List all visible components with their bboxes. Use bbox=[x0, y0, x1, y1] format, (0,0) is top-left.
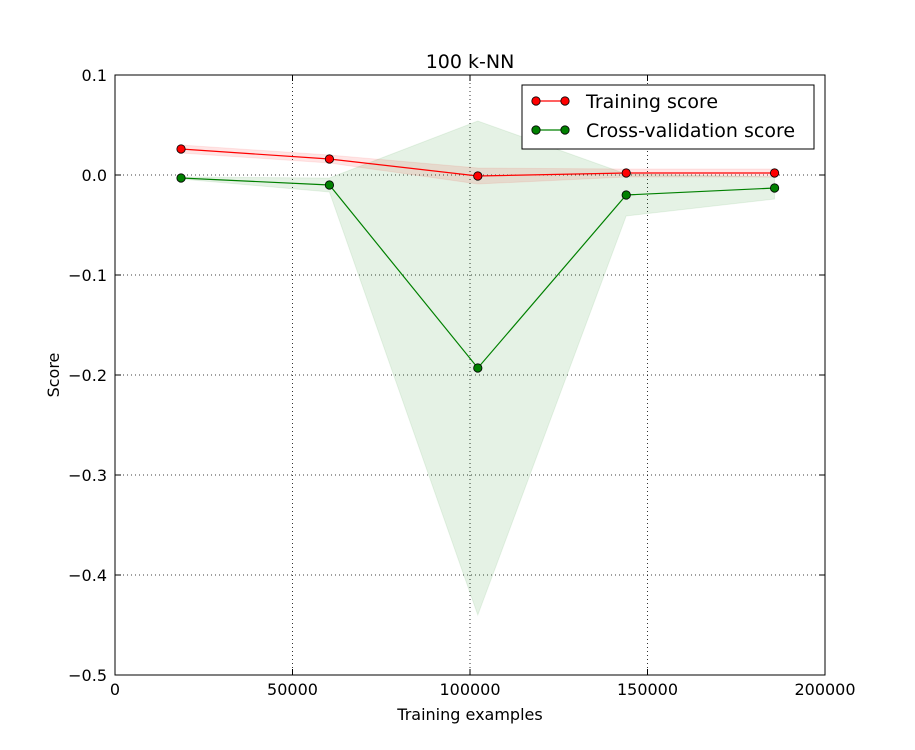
data-point-cross-validation-score bbox=[176, 173, 186, 183]
legend-marker-cross-validation-score bbox=[531, 125, 541, 135]
data-point-training-score bbox=[621, 168, 631, 178]
x-tick-label: 0 bbox=[110, 680, 120, 699]
tick-label-layer: 0 50000 100000 150000 200000 0.1 0.0 −0.1 −0.2 −0… bbox=[68, 66, 855, 699]
y-tick-label: −0.4 bbox=[68, 566, 107, 585]
x-tick-label: 100000 bbox=[439, 680, 500, 699]
data-point-training-score bbox=[769, 168, 780, 178]
legend-marker-cross-validation-score bbox=[560, 125, 570, 135]
y-tick-label: −0.3 bbox=[68, 466, 107, 485]
x-tick-label: 150000 bbox=[617, 680, 678, 699]
y-axis-title: Score bbox=[44, 353, 63, 398]
legend-marker-training-score bbox=[560, 96, 570, 106]
chart-title: 100 k-NN bbox=[426, 51, 515, 73]
y-tick-label: −0.5 bbox=[68, 666, 107, 685]
x-tick-label: 200000 bbox=[794, 680, 855, 699]
data-point-training-score bbox=[176, 144, 186, 154]
data-point-cross-validation-score bbox=[769, 183, 780, 193]
legend-marker-training-score bbox=[531, 96, 541, 106]
y-tick-label: −0.1 bbox=[68, 266, 107, 285]
legend-label-training-score: Training score bbox=[585, 91, 718, 113]
y-tick-label: −0.2 bbox=[68, 366, 107, 385]
legend-box bbox=[521, 84, 815, 150]
x-axis-title: Training examples bbox=[396, 705, 542, 724]
data-point-training-score bbox=[473, 171, 483, 181]
legend: Training score Cross-validation score bbox=[521, 84, 815, 150]
point-layer bbox=[176, 144, 780, 373]
y-tick-label: 0.0 bbox=[82, 166, 107, 185]
data-point-cross-validation-score bbox=[324, 180, 335, 190]
legend-label-cross-validation-score: Cross-validation score bbox=[586, 120, 795, 142]
data-point-cross-validation-score bbox=[473, 363, 483, 373]
x-tick-label: 50000 bbox=[267, 680, 318, 699]
y-tick-label: 0.1 bbox=[82, 66, 107, 85]
data-point-training-score bbox=[324, 154, 335, 164]
tick-layer bbox=[114, 74, 826, 676]
data-point-cross-validation-score bbox=[621, 190, 631, 200]
